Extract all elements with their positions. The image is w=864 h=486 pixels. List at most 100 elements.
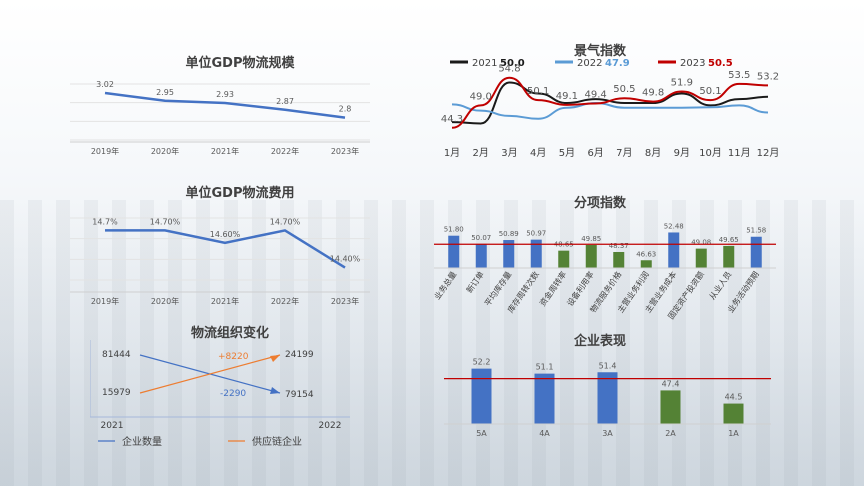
bar <box>503 240 515 268</box>
data-label: 2.8 <box>339 105 352 114</box>
chart3-title: 物流组织变化 <box>190 326 269 341</box>
data-label: 2.93 <box>216 90 234 99</box>
data-label: 14.7% <box>92 217 118 226</box>
x-tick-label: 2A <box>665 429 676 438</box>
x-tick-label: 2019年 <box>91 146 119 156</box>
enterprise-performance-chart: 52.2 5A 51.1 4A 51.4 3A 47.4 2A 44.5 1A <box>444 358 771 438</box>
x-tick-label: 2023年 <box>331 296 359 306</box>
x-tick-label: 资金周转率 <box>537 269 568 308</box>
bar <box>723 245 735 268</box>
data-label: 46.63 <box>636 250 656 258</box>
data-label: 49.1 <box>556 91 578 102</box>
logistics-org-change-chart: 81444 15979 24199 79154 +8220 -2290 2021 2022 企业… <box>90 340 350 448</box>
bar <box>723 403 744 424</box>
prosperity-index-chart: 2021 50.0 2022 47.9 2023 50.544.349.054.850.1… <box>441 58 780 159</box>
x-tick-label: 新订单 <box>464 269 486 294</box>
bar <box>597 372 618 424</box>
x-tick-label: 8月 <box>645 147 661 159</box>
bar <box>613 251 625 268</box>
x-tick-label: 2021年 <box>211 296 239 306</box>
x-tick-label: 2023年 <box>331 146 359 156</box>
data-label: 50.07 <box>471 234 491 242</box>
data-label: 14.40% <box>330 255 361 264</box>
series-line-supply-chain <box>139 354 281 394</box>
bar <box>534 373 555 424</box>
series-line-2022 <box>451 101 769 120</box>
x-tick-label: 2019年 <box>91 296 119 306</box>
data-label: 50.97 <box>526 230 546 238</box>
data-label: 3.02 <box>96 80 114 89</box>
arrow-head <box>270 387 280 394</box>
logistics-scale-chart: 3.02 2019年 2.95 2020年 2.93 2021年 2.87 2022年 2.8 2… <box>70 80 370 156</box>
logistics-cost-chart: 14.7% 2019年 14.70% 2020年 14.60% 2021年 14.70% 20… <box>70 217 370 306</box>
x-tick-label: 2021 <box>101 421 124 431</box>
x-tick-label: 2020年 <box>151 296 179 306</box>
data-label: 50.1 <box>527 86 549 97</box>
bar <box>668 232 680 268</box>
x-tick-label: 7月 <box>616 147 632 159</box>
data-label: 51.9 <box>671 78 693 89</box>
data-label: 47.4 <box>662 379 680 388</box>
x-tick-label: 4A <box>539 429 550 438</box>
data-label: 79154 <box>285 390 314 400</box>
data-label: 49.08 <box>691 239 711 247</box>
data-label: 53.5 <box>728 70 750 81</box>
chart5-title: 分项指数 <box>573 196 626 211</box>
data-label: 52.2 <box>473 358 491 367</box>
chart1-title: 单位GDP物流规模 <box>185 56 295 71</box>
x-tick-label: 11月 <box>728 147 751 159</box>
data-label: 49.65 <box>719 236 739 244</box>
x-tick-label: 12月 <box>757 147 780 159</box>
x-tick-label: 10月 <box>699 147 722 159</box>
x-tick-label: 4月 <box>530 147 546 159</box>
data-label: 44.3 <box>441 114 463 125</box>
bar <box>750 236 762 268</box>
data-label: 14.70% <box>150 217 181 226</box>
data-label: 49.0 <box>470 91 492 102</box>
legend-label: 供应链企业 <box>252 435 302 448</box>
data-label: 48.37 <box>609 242 629 250</box>
x-tick-label: 5A <box>476 429 487 438</box>
data-label: 14.60% <box>210 230 241 239</box>
x-tick-label: 平均库存量 <box>482 269 513 308</box>
x-tick-label: 业务总量 <box>432 269 459 301</box>
data-label: 15979 <box>102 388 131 398</box>
x-tick-label: 1月 <box>444 147 460 159</box>
x-tick-label: 3A <box>602 429 613 438</box>
x-tick-label: 2021年 <box>211 146 239 156</box>
data-label: 50.1 <box>699 86 721 97</box>
bar <box>585 244 597 268</box>
legend-label: 企业数量 <box>122 435 162 448</box>
x-tick-label: 5月 <box>559 147 575 159</box>
data-label: 24199 <box>285 350 314 360</box>
arrow-head <box>270 355 280 362</box>
data-label: 49.4 <box>585 89 607 100</box>
x-tick-label: 3月 <box>501 147 517 159</box>
x-tick-label: 从业人员 <box>707 269 734 301</box>
data-label: 14.70% <box>270 217 301 226</box>
data-label: 50.89 <box>499 230 519 238</box>
x-tick-label: 1A <box>728 429 739 438</box>
data-label: 52.48 <box>664 222 684 230</box>
bar <box>471 368 492 424</box>
x-tick-label: 设备利用率 <box>565 269 596 308</box>
bar <box>640 260 652 268</box>
bar <box>558 250 570 268</box>
data-label: 51.1 <box>536 363 554 372</box>
bar <box>475 243 487 268</box>
data-label: 54.8 <box>498 64 520 75</box>
legend-summary-value: 50.5 <box>708 58 733 69</box>
sub-index-chart: 51.80业务总量50.07新订单50.89平均库存量50.97库存周转次数48… <box>432 222 776 321</box>
legend-label: 2023 <box>680 58 705 69</box>
data-label: 2.87 <box>276 97 294 106</box>
x-tick-label: 2020年 <box>151 146 179 156</box>
bar <box>660 390 681 424</box>
legend-label: 2021 <box>472 58 497 69</box>
x-tick-label: 2022年 <box>271 296 299 306</box>
bar <box>695 248 707 268</box>
data-label: 51.4 <box>599 361 617 370</box>
bar <box>530 239 542 268</box>
x-tick-label: 2022 <box>319 421 342 431</box>
x-tick-label: 9月 <box>674 147 690 159</box>
x-tick-label: 2月 <box>473 147 489 159</box>
